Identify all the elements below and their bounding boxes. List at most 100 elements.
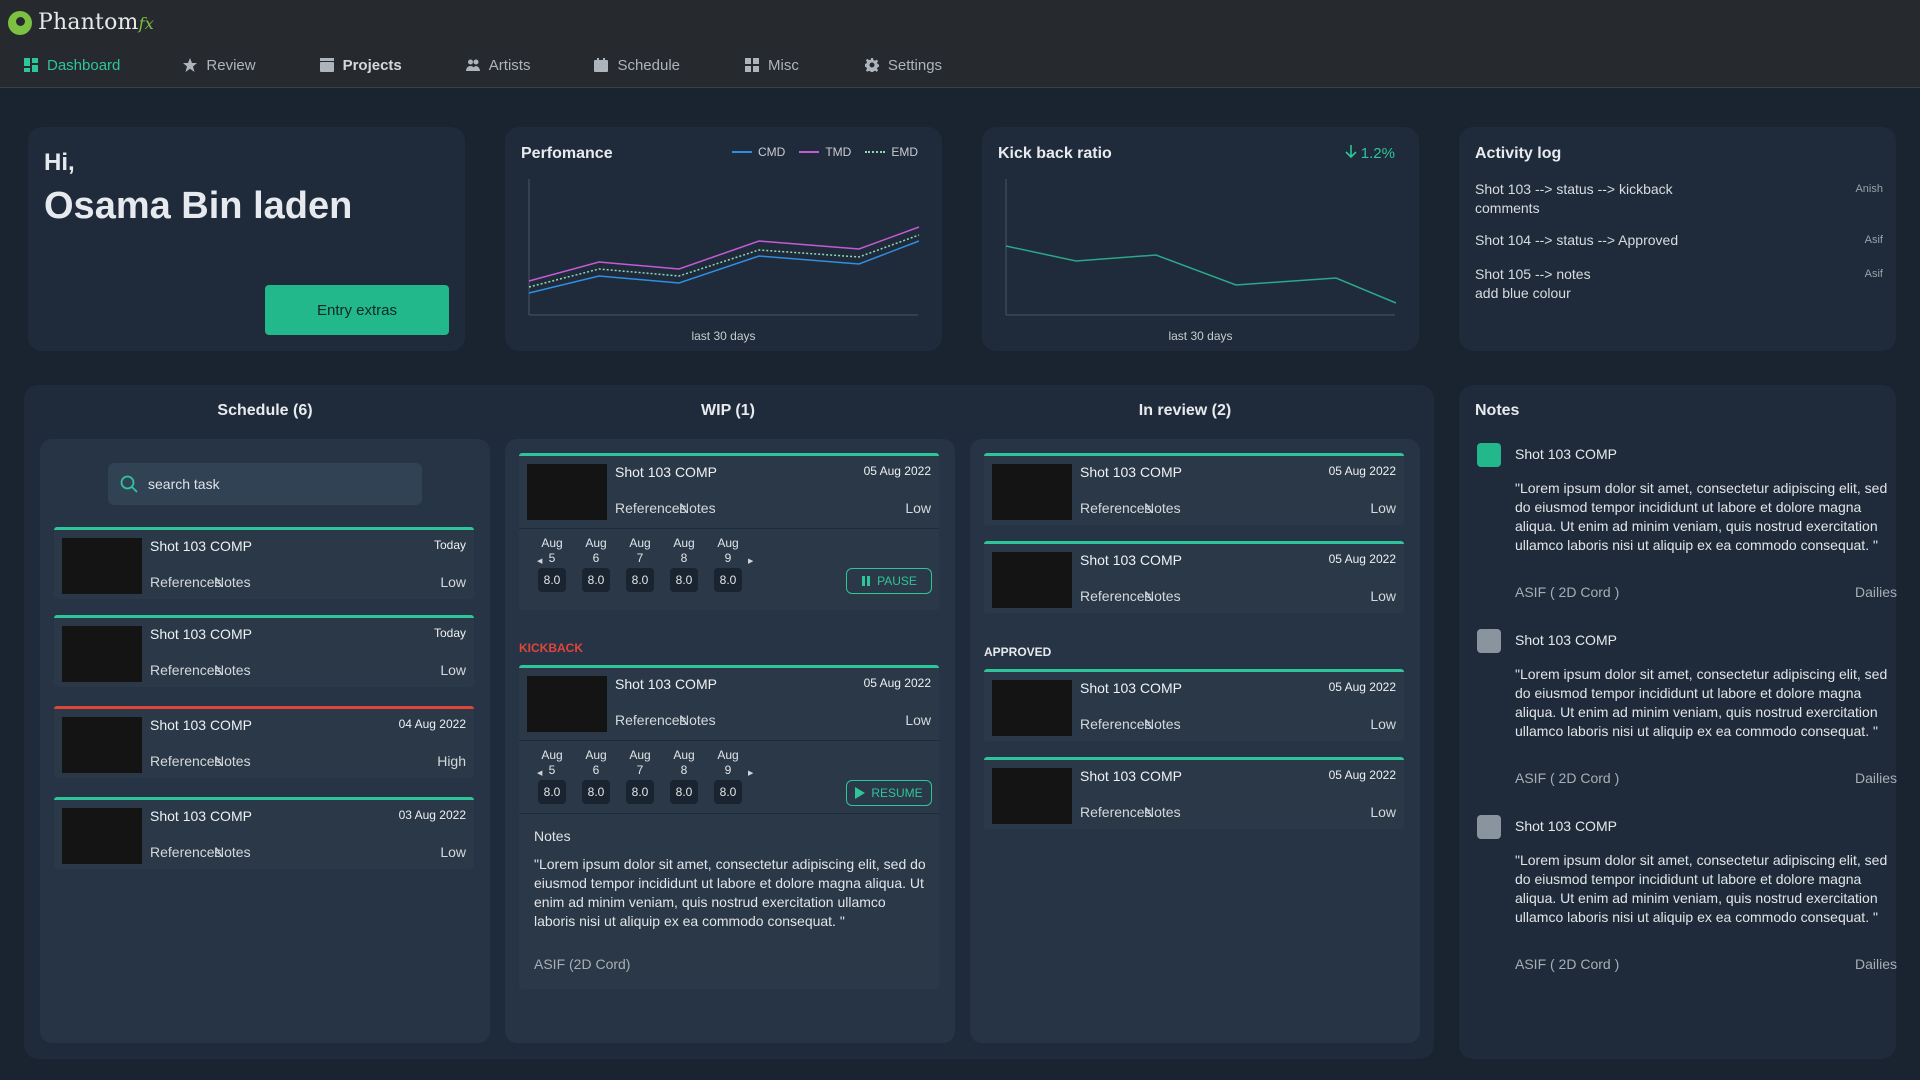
nav-settings[interactable]: Settings — [864, 54, 942, 76]
notes-link[interactable]: Notes — [1144, 500, 1181, 516]
note-title: Shot 103 COMP — [1515, 632, 1617, 648]
nav-projects[interactable]: Projects — [319, 54, 402, 76]
notes-link[interactable]: Notes — [214, 753, 251, 769]
note-item[interactable]: Shot 103 COMP "Lorem ipsum dolor sit ame… — [1477, 443, 1897, 613]
hours-input[interactable]: 8.0 — [626, 568, 654, 592]
references-link[interactable]: References — [150, 753, 222, 769]
series-tmd-line — [528, 226, 920, 282]
grid-icon — [745, 58, 760, 72]
legend-tmd: TMD — [799, 145, 851, 159]
task-title: Shot 103 COMP — [1080, 768, 1182, 784]
references-link[interactable]: References — [150, 844, 222, 860]
hours-input[interactable]: 8.0 — [538, 568, 566, 592]
pause-button[interactable]: PAUSE — [846, 568, 932, 594]
performance-caption: last 30 days — [691, 329, 756, 343]
references-link[interactable]: References — [615, 712, 687, 728]
kickback-task-card[interactable]: Shot 103 COMP 05 Aug 2022 References Not… — [519, 665, 939, 989]
task-date: 05 Aug 2022 — [863, 464, 931, 478]
day-label: Aug 9 — [717, 536, 739, 565]
hours-input[interactable]: 8.0 — [538, 780, 566, 804]
notes-link[interactable]: Notes — [214, 844, 251, 860]
notes-link[interactable]: Notes — [214, 574, 251, 590]
references-link[interactable]: References — [615, 500, 687, 516]
user-name: Osama Bin laden — [44, 185, 353, 227]
priority-label: Low — [905, 500, 931, 516]
nav-misc[interactable]: Misc — [745, 54, 799, 76]
activity-item[interactable]: Shot 104 --> status --> Approved Asif — [1475, 232, 1883, 248]
wip-task-card[interactable]: Shot 103 COMP 05 Aug 2022 References Not… — [519, 453, 939, 610]
people-icon — [465, 59, 480, 71]
nav-schedule[interactable]: Schedule — [594, 54, 680, 76]
prev-day-icon[interactable]: ◀ — [537, 770, 543, 777]
task-title: Shot 103 COMP — [150, 808, 252, 824]
search-placeholder: search task — [148, 476, 220, 492]
notes-author: ASIF (2D Cord) — [534, 956, 631, 972]
hours-input[interactable]: 8.0 — [582, 780, 610, 804]
next-day-icon[interactable]: ▶ — [748, 770, 754, 777]
day-label: Aug 5 — [541, 536, 563, 565]
notes-heading: Notes — [534, 828, 571, 844]
prev-day-icon[interactable]: ◀ — [537, 558, 543, 565]
references-link[interactable]: References — [150, 574, 222, 590]
nav-artists[interactable]: Artists — [465, 54, 530, 76]
references-link[interactable]: References — [1080, 588, 1152, 604]
dashboard-icon — [24, 58, 38, 72]
nav-review[interactable]: Review — [183, 54, 256, 76]
hours-input[interactable]: 8.0 — [670, 780, 698, 804]
hours-input[interactable]: 8.0 — [582, 568, 610, 592]
notes-link[interactable]: Notes — [679, 500, 716, 516]
task-card[interactable]: Shot 103 COMP Today References Notes Low — [54, 615, 474, 687]
search-input[interactable]: search task — [108, 463, 422, 505]
notes-link[interactable]: Notes — [1144, 804, 1181, 820]
references-link[interactable]: References — [1080, 716, 1152, 732]
task-card[interactable]: Shot 103 COMP 04 Aug 2022 References Not… — [54, 706, 474, 778]
note-tag[interactable]: Dailies — [1854, 584, 1897, 600]
task-card[interactable]: Shot 103 COMP 05 Aug 2022 References Not… — [984, 757, 1404, 829]
kickback-section-label: KICKBACK — [519, 641, 583, 655]
task-card[interactable]: Shot 103 COMP 05 Aug 2022 References Not… — [984, 669, 1404, 741]
task-card[interactable]: Shot 103 COMP 05 Aug 2022 References Not… — [984, 453, 1404, 525]
activity-item[interactable]: Shot 105 --> notes add blue colour Asif — [1475, 266, 1883, 301]
task-date: 05 Aug 2022 — [1328, 464, 1396, 478]
task-card[interactable]: Shot 103 COMP Today References Notes Low — [54, 527, 474, 599]
logo[interactable]: Phantomfx — [8, 10, 154, 35]
star-icon — [183, 58, 198, 72]
task-title: Shot 103 COMP — [615, 464, 717, 480]
note-item[interactable]: Shot 103 COMP "Lorem ipsum dolor sit ame… — [1477, 815, 1897, 985]
notes-link[interactable]: Notes — [214, 662, 251, 678]
schedule-column: search task Shot 103 COMP Today Referenc… — [40, 439, 490, 1043]
references-link[interactable]: References — [1080, 804, 1152, 820]
hours-input[interactable]: 8.0 — [714, 780, 742, 804]
shot-thumbnail — [992, 464, 1072, 520]
next-day-icon[interactable]: ▶ — [748, 558, 754, 565]
notes-link[interactable]: Notes — [1144, 716, 1181, 732]
performance-legend: CMD TMD EMD — [732, 145, 918, 159]
divider — [519, 740, 939, 741]
task-title: Shot 103 COMP — [1080, 464, 1182, 480]
task-card[interactable]: Shot 103 COMP 03 Aug 2022 References Not… — [54, 797, 474, 869]
hours-input[interactable]: 8.0 — [670, 568, 698, 592]
references-link[interactable]: References — [1080, 500, 1152, 516]
note-item[interactable]: Shot 103 COMP "Lorem ipsum dolor sit ame… — [1477, 629, 1897, 799]
clapperboard-icon — [319, 58, 334, 72]
hours-input[interactable]: 8.0 — [714, 568, 742, 592]
note-tag[interactable]: Dailies — [1854, 770, 1897, 786]
calendar-icon — [594, 58, 609, 72]
note-tag[interactable]: Dailies — [1854, 956, 1897, 972]
notes-link[interactable]: Notes — [1144, 588, 1181, 604]
task-card[interactable]: Shot 103 COMP 05 Aug 2022 References Not… — [984, 541, 1404, 613]
kickback-value: 1.2% — [1345, 145, 1395, 162]
sticky-note-icon — [1477, 629, 1501, 653]
performance-title: Perfomance — [521, 145, 613, 162]
activity-item[interactable]: Shot 103 --> status --> kickback comments… — [1475, 181, 1883, 216]
activity-title: Activity log — [1475, 145, 1562, 162]
nav-dashboard[interactable]: Dashboard — [24, 54, 120, 76]
resume-button[interactable]: RESUME — [846, 780, 932, 806]
entry-extras-button[interactable]: Entry extras — [265, 285, 449, 335]
logo-mark-icon — [8, 10, 32, 35]
references-link[interactable]: References — [150, 662, 222, 678]
activity-log-card: Activity log Shot 103 --> status --> kic… — [1459, 127, 1896, 351]
schedule-column-title: Schedule (6) — [217, 402, 313, 419]
hours-input[interactable]: 8.0 — [626, 780, 654, 804]
notes-link[interactable]: Notes — [679, 712, 716, 728]
